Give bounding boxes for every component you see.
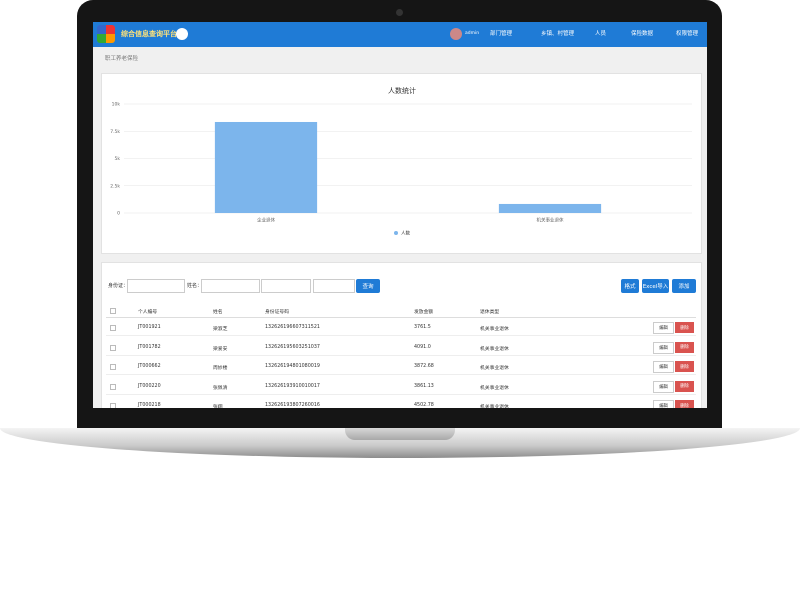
- delete-button[interactable]: 删除: [675, 400, 694, 408]
- table-cell: 132626194801080019: [265, 364, 320, 369]
- nav-item[interactable]: 部门管理: [490, 31, 513, 37]
- checkbox[interactable]: [110, 325, 116, 331]
- table-cell: 张翔: [213, 405, 223, 408]
- column-header: 发放金额: [414, 310, 434, 315]
- y-tick-label: 2.5k: [110, 183, 120, 189]
- table-cell: 机关事业退休: [480, 385, 509, 391]
- add-button[interactable]: 添加: [672, 279, 696, 293]
- chart-title: 人数统计: [388, 86, 416, 95]
- bar: [214, 121, 318, 213]
- row-rule: [106, 354, 696, 356]
- name-input[interactable]: [201, 279, 260, 293]
- checkbox[interactable]: [110, 383, 116, 390]
- y-tick-label: 5k: [115, 156, 121, 162]
- delete-button[interactable]: 删除: [675, 380, 694, 392]
- avatar[interactable]: [450, 28, 462, 40]
- table-cell: 周妙楼: [213, 366, 228, 371]
- checkbox[interactable]: [110, 308, 116, 314]
- edit-button[interactable]: 编辑: [653, 322, 674, 334]
- checkbox[interactable]: [110, 403, 116, 408]
- table-cell: 3861.13: [414, 383, 434, 389]
- nav-item[interactable]: 人员: [595, 31, 607, 37]
- query-button[interactable]: 查询: [356, 279, 380, 293]
- name-label: 姓名：: [187, 283, 203, 289]
- navbar: 综合信息查询平台 admin 部门管理 乡镇、村管理 人员 保险数据 权限管理: [93, 22, 707, 47]
- checkbox[interactable]: [110, 344, 116, 351]
- checkbox[interactable]: [110, 364, 116, 370]
- laptop-notch: [345, 428, 455, 440]
- table-cell: 梁爱安: [213, 346, 228, 352]
- search-icon[interactable]: [176, 28, 188, 40]
- id-label: 身份证：: [108, 283, 129, 289]
- nav-item[interactable]: 乡镇、村管理: [541, 31, 575, 37]
- edit-button[interactable]: 编辑: [653, 380, 674, 393]
- brand[interactable]: 综合信息查询平台: [121, 30, 177, 38]
- id-input[interactable]: [127, 279, 185, 293]
- column-header: 个人编号: [138, 310, 158, 315]
- breadcrumb: 职工养老保险: [105, 56, 139, 62]
- table-cell: JT000662: [138, 364, 161, 369]
- table-cell: JT001921: [138, 325, 161, 330]
- table-cell: 4502.78: [414, 403, 434, 408]
- table-cell: 机关事业退休: [480, 405, 509, 408]
- logo: [97, 25, 115, 43]
- chart-panel: 人数统计 0 2.5k 5k 7.5k 10k 企业退休 机关事业退休人数: [101, 73, 702, 254]
- legend-label: 人数: [401, 230, 410, 237]
- table-cell: 张佩清: [213, 385, 228, 391]
- select[interactable]: [261, 279, 311, 293]
- edit-button[interactable]: 编辑: [653, 400, 674, 408]
- column-header: 身份证号码: [265, 310, 289, 315]
- table-cell: 机关事业退休: [480, 346, 509, 352]
- column-header: 姓名: [213, 310, 223, 315]
- table-cell: 机关事业退休: [480, 327, 509, 332]
- table-cell: 132626193910010017: [265, 383, 320, 389]
- delete-button[interactable]: 删除: [675, 341, 694, 353]
- table-cell: 梁淑芝: [213, 327, 228, 332]
- column-header: 退休类型: [480, 310, 500, 315]
- y-tick-label: 0: [117, 211, 120, 217]
- x-tick-label: 企业退休: [257, 217, 275, 224]
- row-rule: [106, 374, 696, 375]
- select[interactable]: [313, 279, 355, 293]
- format-button[interactable]: 格式: [621, 279, 639, 293]
- y-tick-label: 7.5k: [110, 129, 120, 135]
- table-cell: 机关事业退休: [480, 366, 509, 371]
- nav-item[interactable]: 保险数据: [631, 31, 654, 37]
- bar: [498, 203, 602, 213]
- table-cell: 3872.68: [414, 364, 434, 369]
- table-cell: JT000218: [138, 403, 161, 408]
- table-cell: 132626193807260016: [265, 403, 320, 408]
- legend-marker: [394, 231, 398, 235]
- table-cell: 4091.0: [414, 344, 431, 350]
- table-panel: 身份证： 姓名： 查询 格式 Excel导入 添加 个人编号 姓名 身份证号码 发放金…: [101, 262, 702, 408]
- nav-item[interactable]: 权限管理: [676, 31, 699, 37]
- table-cell: 132626195603251037: [265, 344, 320, 350]
- table-cell: 3761.5: [414, 325, 431, 330]
- x-tick-label: 机关事业退休: [537, 217, 564, 224]
- table-cell: JT000220: [138, 383, 161, 389]
- row-rule: [106, 335, 696, 336]
- edit-button[interactable]: 编辑: [653, 361, 674, 373]
- row-rule: [106, 393, 696, 395]
- delete-button[interactable]: 删除: [675, 322, 694, 333]
- y-tick-label: 10k: [112, 102, 121, 108]
- table-cell: JT001782: [138, 344, 161, 350]
- table-cell: 132626196607311521: [265, 325, 320, 330]
- screen: 综合信息查询平台 admin 部门管理 乡镇、村管理 人员 保险数据 权限管理 …: [93, 22, 707, 408]
- camera: [396, 9, 403, 16]
- delete-button[interactable]: 删除: [675, 361, 694, 372]
- import-button[interactable]: Excel导入: [642, 279, 669, 293]
- header-rule: [106, 317, 696, 318]
- edit-button[interactable]: 编辑: [653, 341, 674, 354]
- user-name[interactable]: admin: [465, 31, 480, 36]
